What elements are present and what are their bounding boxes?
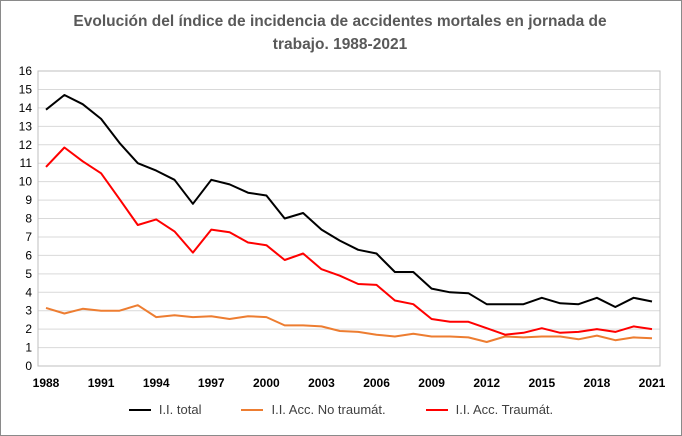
x-tick-label: 2015	[528, 376, 555, 390]
y-tick-label: 15	[19, 82, 33, 96]
y-tick-label: 8	[25, 212, 32, 226]
axes	[37, 70, 661, 367]
y-tick-label: 4	[25, 285, 32, 299]
grid-lines	[38, 70, 660, 367]
chart-title: Evolución del índice de incidencia de ac…	[40, 10, 640, 56]
y-tick-label: 6	[25, 248, 32, 262]
x-tick-label: 1997	[198, 376, 225, 390]
chart-title-line-1: Evolución del índice de incidencia de ac…	[73, 13, 607, 30]
y-tick-label: 16	[19, 64, 33, 78]
x-tick-label: 1991	[88, 376, 115, 390]
chart-title-line-2: trabajo. 1988-2021	[272, 36, 408, 53]
y-tick-label: 0	[25, 359, 32, 373]
y-tick-label: 10	[19, 175, 33, 189]
y-tick-label: 11	[20, 156, 33, 170]
x-tick-label: 2021	[639, 376, 666, 390]
y-tick-label: 1	[25, 341, 32, 355]
y-tick-label: 3	[25, 304, 32, 318]
legend-label-no-traumat: I.I. Acc. No traumát.	[271, 402, 386, 417]
y-tick-label: 5	[25, 267, 32, 281]
x-tick-label: 2003	[308, 376, 335, 390]
legend-label-traumat: I.I. Acc. Traumát.	[455, 402, 554, 417]
plot-area-border	[37, 70, 661, 367]
x-tick-label: 2000	[253, 376, 280, 390]
x-tick-label: 1988	[33, 376, 60, 390]
legend-item-traumat: I.I. Acc. Traumát.	[425, 402, 554, 417]
x-tick-label: 2012	[473, 376, 500, 390]
x-tick-label: 2006	[363, 376, 390, 390]
y-tick-label: 12	[19, 138, 33, 152]
legend-label-total: I.I. total	[158, 402, 202, 417]
legend-item-no-traumat: I.I. Acc. No traumát.	[241, 402, 386, 417]
y-tick-label: 13	[19, 119, 33, 133]
series-line-2	[45, 146, 653, 336]
legend-swatch-traumat	[425, 408, 448, 411]
y-tick-label: 7	[25, 230, 32, 244]
y-tick-label: 9	[25, 193, 32, 207]
legend-item-total: I.I. total	[128, 402, 202, 417]
series-line-1	[45, 304, 653, 343]
x-axis-ticks: 1988 1991 1994 1997 2000 2003 2006 2009 2012 2015…	[33, 376, 666, 390]
legend-swatch-no-traumat	[241, 408, 264, 411]
series-lines	[45, 94, 653, 343]
legend: I.I. total I.I. Acc. No traumát. I.I. Ac…	[0, 402, 682, 417]
series-line-0	[45, 94, 653, 308]
y-tick-label: 2	[25, 322, 32, 336]
x-tick-label: 1994	[143, 376, 170, 390]
x-tick-label: 2018	[584, 376, 611, 390]
x-tick-label: 2009	[418, 376, 445, 390]
legend-swatch-total	[128, 408, 151, 411]
y-tick-label: 14	[19, 101, 33, 115]
